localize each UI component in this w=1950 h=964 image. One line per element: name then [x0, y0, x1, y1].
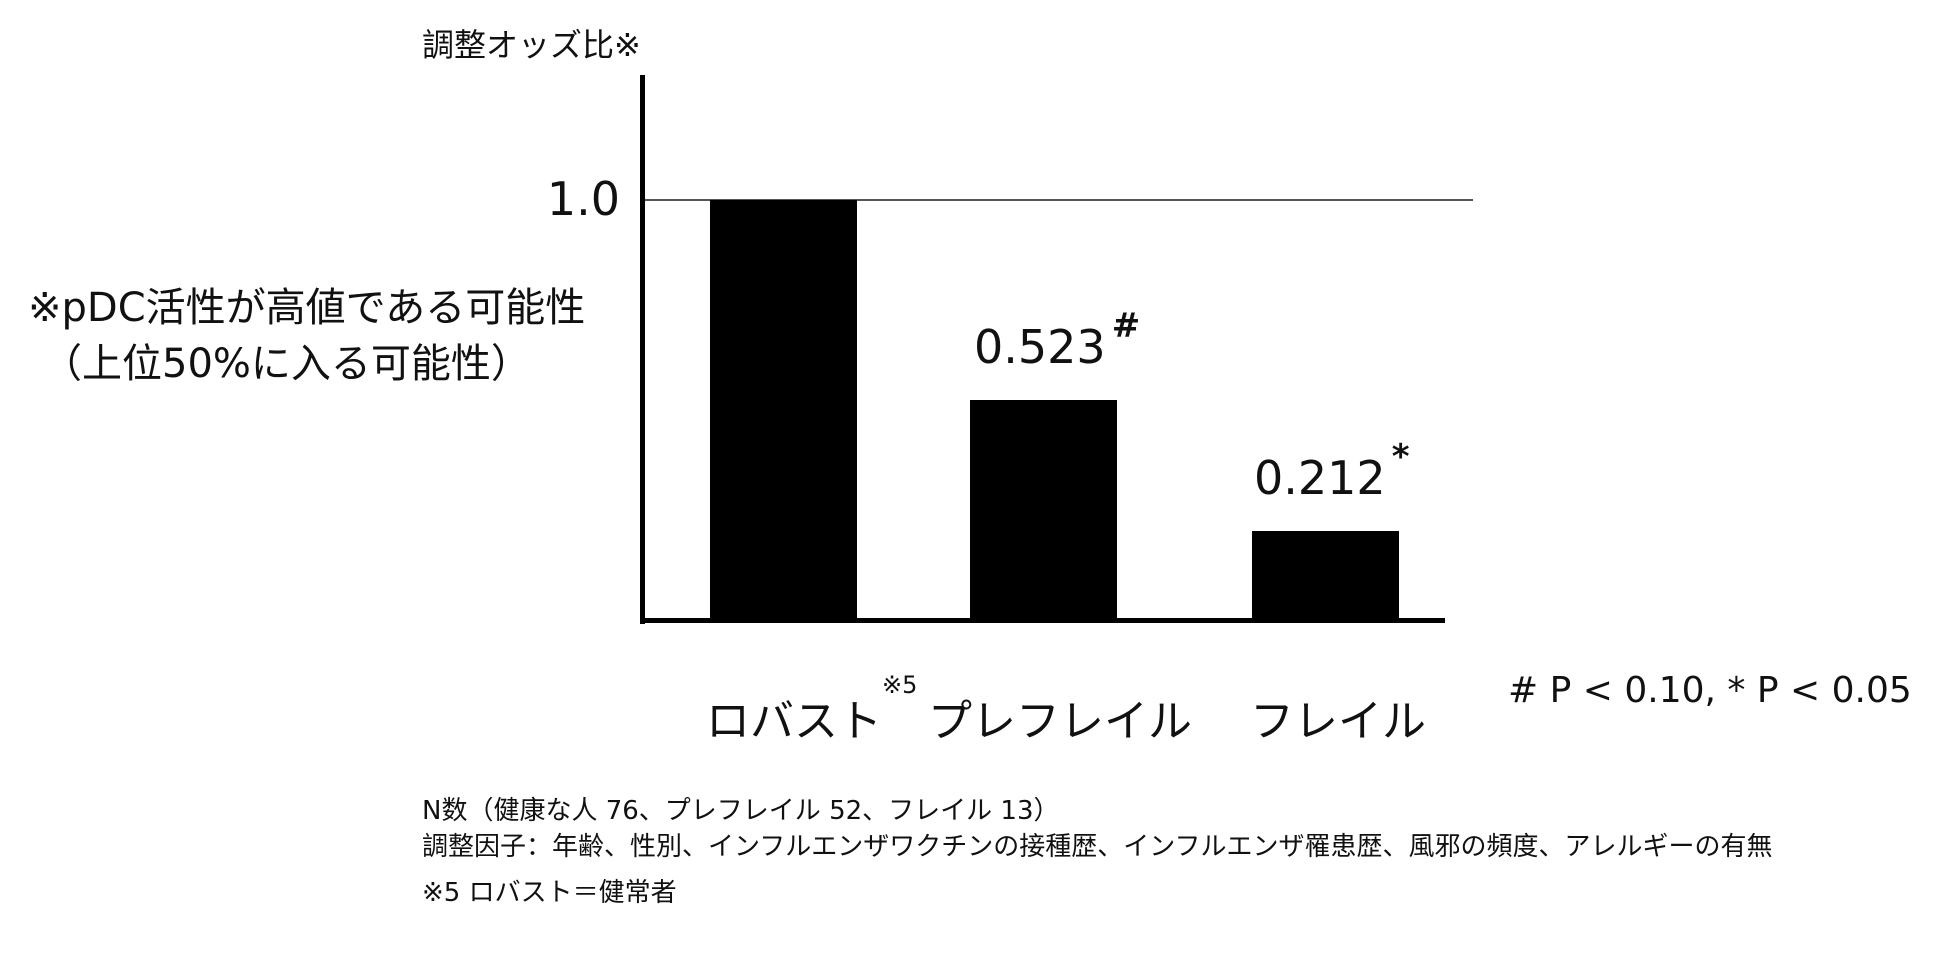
significance-mark: # — [1111, 306, 1141, 346]
y-axis-note: ※pDC活性が高値である可能性 （上位50%に入る可能性） — [28, 280, 585, 392]
bar-prefrail — [970, 400, 1117, 620]
y-axis-line — [640, 75, 645, 624]
value-text: 0.212 — [1254, 451, 1386, 505]
category-label-frail: フレイル — [1250, 696, 1426, 747]
footnote-5: ※5 ロバスト＝健常者 — [422, 878, 677, 908]
adjustment-factors-note: 調整因子：年齢、性別、インフルエンザワクチンの接種歴、インフルエンザ罹患歴、風邪… — [422, 832, 1773, 862]
value-label-frail: 0.212 * — [1254, 437, 1409, 505]
category-text: ロバスト — [706, 696, 882, 747]
y-tick-1: 1.0 — [546, 172, 620, 226]
bar-frail — [1252, 531, 1399, 620]
bar-robust — [710, 200, 857, 620]
value-label-prefrail: 0.523 # — [974, 306, 1140, 374]
y-axis-note-line-2: （上位50%に入る可能性） — [42, 341, 531, 387]
value-text: 0.523 — [974, 320, 1106, 374]
x-axis-line — [640, 618, 1445, 623]
footnote-ref: ※5 — [882, 671, 918, 699]
significance-mark: * — [1391, 437, 1410, 477]
y-axis-title: 調整オッズ比※ — [422, 26, 641, 64]
significance-legend: # P < 0.10, * P < 0.05 — [1508, 670, 1912, 711]
category-label-prefrail: プレフレイル — [928, 696, 1192, 747]
y-axis-note-line-1: ※pDC活性が高値である可能性 — [28, 285, 586, 331]
n-counts-note: N数（健康な人 76、プレフレイル 52、フレイル 13） — [422, 796, 1060, 826]
category-label-robust: ロバスト※5 — [706, 671, 917, 749]
reference-line — [645, 199, 1473, 201]
